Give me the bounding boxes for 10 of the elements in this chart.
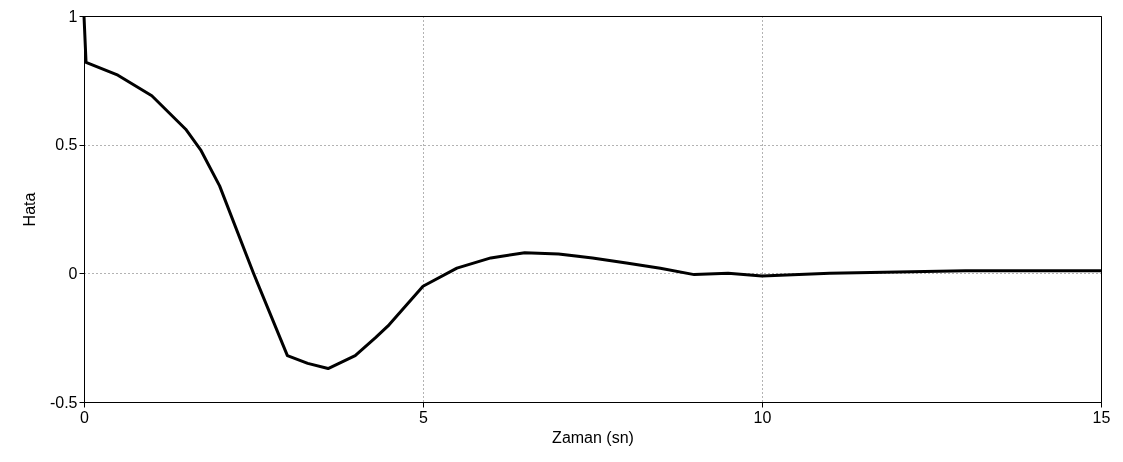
x-tick-label: 10 [753,408,772,426]
y-tick-label: 0.5 [55,136,78,154]
x-axis-title: Zaman (sn) [552,428,634,446]
x-tick-label: 15 [1092,408,1111,426]
x-tick-label: 0 [80,408,90,426]
y-axis-title: Hata [20,192,38,227]
y-tick-label: 0 [68,264,78,282]
y-tick-label: 1 [68,7,78,25]
y-tick-label: -0.5 [49,393,78,411]
x-tick-label: 5 [419,408,429,426]
